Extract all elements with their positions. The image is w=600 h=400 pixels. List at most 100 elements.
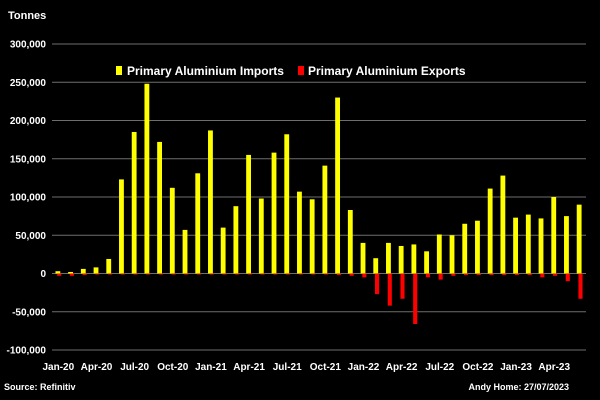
export-bar bbox=[476, 273, 481, 276]
y-tick-label: 50,000 bbox=[15, 231, 46, 242]
x-tick-label: Oct-20 bbox=[157, 362, 189, 373]
import-bar bbox=[475, 220, 480, 274]
export-bar bbox=[324, 273, 329, 275]
import-bar bbox=[487, 188, 493, 274]
import-bar bbox=[284, 134, 290, 274]
import-bar bbox=[80, 268, 86, 274]
export-bar bbox=[565, 273, 570, 282]
legend-label-exports: Primary Aluminium Exports bbox=[308, 64, 466, 78]
import-bar bbox=[55, 271, 61, 274]
export-bar bbox=[82, 273, 87, 276]
import-bar bbox=[462, 223, 468, 274]
import-bar bbox=[551, 197, 557, 274]
export-bar bbox=[197, 273, 202, 275]
x-tick-label: Jan-22 bbox=[348, 362, 380, 373]
import-bar bbox=[182, 229, 188, 274]
import-bar bbox=[436, 234, 442, 274]
legend: Primary Aluminium Imports Primary Alumin… bbox=[116, 64, 466, 78]
y-tick-label: 200,000 bbox=[10, 116, 47, 127]
y-tick-label: 250,000 bbox=[10, 78, 47, 89]
import-bar bbox=[195, 173, 201, 274]
export-bar bbox=[247, 273, 252, 275]
import-bar bbox=[347, 210, 353, 274]
import-bar bbox=[93, 267, 99, 274]
import-bar bbox=[322, 165, 328, 274]
import-bar bbox=[424, 251, 430, 274]
export-bar bbox=[502, 273, 507, 276]
x-tick-label: Apr-23 bbox=[538, 362, 570, 373]
legend-label-imports: Primary Aluminium Imports bbox=[127, 64, 284, 78]
x-tick-label: Oct-22 bbox=[462, 362, 494, 373]
import-bar bbox=[246, 154, 252, 274]
x-tick-label: Apr-20 bbox=[81, 362, 113, 373]
import-bar bbox=[208, 130, 213, 274]
import-bar bbox=[538, 218, 544, 274]
export-bar bbox=[413, 273, 418, 324]
import-bar bbox=[360, 242, 366, 274]
x-tick-label: Jan-23 bbox=[500, 362, 532, 373]
import-bar bbox=[68, 271, 74, 274]
export-bar bbox=[133, 273, 138, 275]
import-bar bbox=[169, 187, 175, 274]
import-bar bbox=[398, 245, 404, 274]
export-bar bbox=[286, 273, 291, 275]
import-bar bbox=[449, 235, 455, 274]
import-bar bbox=[258, 198, 264, 274]
import-bar bbox=[271, 152, 277, 274]
y-tick-label: -100,000 bbox=[7, 346, 47, 357]
export-bar bbox=[349, 273, 354, 276]
export-bar bbox=[260, 273, 265, 275]
source-note: Source: Refinitiv bbox=[4, 382, 76, 392]
export-bar bbox=[209, 273, 214, 275]
export-bar bbox=[273, 273, 278, 275]
y-tick-label: -50,000 bbox=[12, 307, 46, 318]
export-bar bbox=[514, 273, 519, 276]
x-tick-labels: Jan-20 Apr-20 Jul-20 Oct-20 Jan-21 Apr-21 Jul-… bbox=[43, 362, 571, 373]
export-bar bbox=[222, 273, 227, 275]
import-bar bbox=[131, 131, 137, 274]
export-bar bbox=[235, 273, 240, 275]
import-bar bbox=[335, 97, 341, 274]
x-tick-label: Jan-21 bbox=[195, 362, 227, 373]
import-bar bbox=[373, 258, 379, 274]
export-bar bbox=[425, 273, 430, 278]
import-bar bbox=[233, 206, 239, 274]
import-bar bbox=[144, 83, 150, 274]
import-bar bbox=[386, 242, 391, 274]
x-tick-label: Apr-22 bbox=[386, 362, 418, 373]
export-bar bbox=[146, 273, 151, 275]
x-tick-label: Jan-20 bbox=[43, 362, 75, 373]
import-bar bbox=[157, 141, 163, 274]
import-bar bbox=[119, 179, 124, 274]
export-bar bbox=[375, 273, 380, 295]
export-bar bbox=[553, 273, 558, 276]
legend-swatch-imports bbox=[116, 66, 122, 75]
export-bar bbox=[464, 273, 469, 276]
y-tick-label: 0 bbox=[40, 269, 46, 280]
import-bar bbox=[297, 191, 302, 274]
import-bar bbox=[513, 217, 519, 274]
export-bar bbox=[298, 273, 303, 275]
export-bar bbox=[158, 273, 163, 275]
export-bar bbox=[451, 273, 456, 276]
x-tick-label: Jul-22 bbox=[425, 362, 454, 373]
import-bar bbox=[576, 204, 582, 274]
y-tick-label: 150,000 bbox=[10, 154, 47, 165]
y-tick-label: 100,000 bbox=[10, 193, 47, 204]
import-bar bbox=[500, 175, 506, 274]
import-bar bbox=[106, 258, 112, 274]
export-bar bbox=[311, 273, 316, 275]
export-bar bbox=[400, 273, 405, 299]
export-bar bbox=[95, 273, 100, 275]
x-tick-label: Oct-21 bbox=[310, 362, 342, 373]
y-tick-labels: 300,000 250,000 200,000 150,000 100,000 50,00… bbox=[7, 40, 47, 357]
export-bar bbox=[489, 273, 494, 276]
legend-swatch-exports bbox=[298, 66, 304, 75]
y-axis-unit-label: Tonnes bbox=[8, 10, 46, 22]
export-bar bbox=[438, 273, 443, 280]
y-tick-label: 300,000 bbox=[10, 40, 47, 51]
bars bbox=[55, 83, 583, 324]
export-bar bbox=[362, 273, 367, 278]
